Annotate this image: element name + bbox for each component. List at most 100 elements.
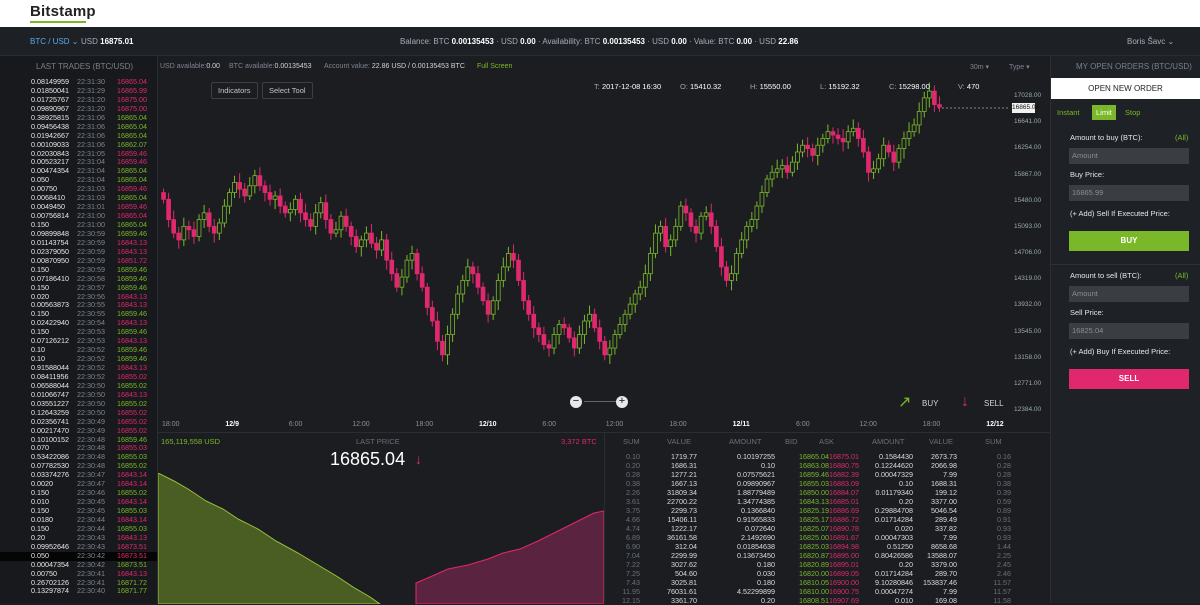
candle: [237, 173, 242, 199]
pair-selector[interactable]: BTC / USD ⌄: [30, 37, 79, 46]
candlestick-chart[interactable]: [158, 56, 1050, 432]
bitstamp-logo[interactable]: Bitstamp: [30, 3, 96, 20]
zoom-out-button[interactable]: −: [570, 396, 582, 408]
trade-price: 16843.14: [117, 497, 147, 507]
trade-amount: 0.050: [31, 550, 49, 560]
indicators-button[interactable]: Indicators: [211, 82, 258, 99]
sell-price-input[interactable]: 16825.04: [1069, 323, 1189, 339]
candle: [658, 220, 663, 242]
y-tick-label: 14319.00: [1014, 275, 1042, 283]
orderbook-cell: 16820.87: [799, 551, 829, 560]
orderbook-cell: 0.20: [899, 560, 913, 569]
trade-amount: 0.08149959: [31, 77, 69, 86]
orderbook-row[interactable]: 7.22 3027.62 0.180 16820.89 16895.01 0.20 3379…: [605, 560, 1051, 569]
orderbook-row[interactable]: 7.43 3025.81 0.180 16810.05 16900.00 9.102808…: [605, 578, 1051, 587]
trade-price: 16862.07: [117, 139, 147, 149]
trade-price: 16855.02: [117, 380, 147, 390]
trade-row: 0.150 22:30:55 16859.46: [0, 309, 157, 319]
trade-amount: 0.10: [31, 354, 45, 364]
buy-price-input[interactable]: 16865.99: [1069, 185, 1189, 201]
candle: [252, 169, 258, 194]
orderbook-row[interactable]: 0.10 1719.77 0.10197255 16865.04 16875.01 0.1…: [605, 452, 1051, 461]
orderbook-row[interactable]: 11.95 76031.61 4.52299899 16810.00 16900.75 0…: [605, 587, 1051, 596]
orderbook-row[interactable]: 6.89 36161.58 2.1492690 16825.00 16891.67 0.0…: [605, 533, 1051, 542]
orderbook-row[interactable]: 3.61 22700.22 1.34774385 16843.13 16885.01 0.…: [605, 497, 1051, 506]
candle: [916, 102, 922, 134]
tab-stop[interactable]: Stop: [1125, 108, 1141, 117]
trade-time: 22:31:30: [77, 77, 105, 86]
orderbook-cell: 0.030: [757, 569, 775, 578]
x-tick-label: 12:00: [859, 421, 877, 428]
orderbook-row[interactable]: 2.26 31809.34 1.88779489 16850.00 16884.07 0.…: [605, 488, 1051, 497]
orderbook-cell: 3377.00: [931, 497, 957, 506]
orderbook-cell: 1667.13: [671, 479, 697, 488]
candle: [571, 331, 577, 357]
trade-time: 22:30:59: [77, 237, 105, 247]
divider: [1051, 264, 1200, 265]
zoom-slider[interactable]: [584, 401, 620, 402]
candle: [333, 221, 339, 238]
trade-time: 22:31:00: [77, 220, 105, 229]
orderbook-header-value: VALUE: [929, 437, 954, 446]
select-tool-button[interactable]: Select Tool: [262, 82, 313, 99]
orderbook-row[interactable]: 7.25 504.60 0.030 16820.00 16899.05 0.0171428…: [605, 569, 1051, 578]
orderbook-row[interactable]: 3.75 2299.73 0.1366840 16825.19 16886.69 0.29…: [605, 506, 1051, 515]
buy-button[interactable]: BUY: [1069, 231, 1189, 251]
fullscreen-link[interactable]: Full Screen: [477, 63, 513, 70]
orderbook-row[interactable]: 7.04 2299.99 0.13673450 16820.87 16895.00 0.8…: [605, 551, 1051, 560]
candle: [480, 282, 486, 306]
interval-select[interactable]: 30m ▾: [970, 64, 990, 71]
chart-sell-label[interactable]: SELL: [984, 399, 1004, 408]
balance-label: Balance: BTC: [400, 37, 450, 46]
orderbook-row[interactable]: 0.38 1667.13 0.09890967 16855.03 16883.09 0.1…: [605, 479, 1051, 488]
trade-amount: 0.07126212: [31, 336, 69, 346]
sell-amount-input[interactable]: Amount: [1069, 286, 1189, 302]
orderbook-cell: 0.59: [997, 497, 1011, 506]
zoom-in-button[interactable]: +: [616, 396, 628, 408]
trade-row: 0.00474354 22:31:04 16865.04: [0, 166, 157, 176]
sell-button[interactable]: SELL: [1069, 369, 1189, 389]
orderbook-cell: 16810.00: [799, 587, 829, 596]
price-chart[interactable]: USD available:0.00 BTC available:0.00135…: [158, 56, 1050, 432]
candle: [551, 327, 557, 355]
candle: [663, 218, 668, 253]
buy-amount-input[interactable]: Amount: [1069, 148, 1189, 164]
orderbook-row[interactable]: 0.28 1277.21 0.07575621 16859.46 16882.39 0.0…: [605, 470, 1051, 479]
orderbook-row[interactable]: 4.66 15406.11 0.91565833 16825.17 16886.72 0.…: [605, 515, 1051, 524]
orderbook-row[interactable]: 0.20 1686.31 0.10 16863.08 16880.75 0.1224462…: [605, 461, 1051, 470]
trade-price: 16859.46: [117, 273, 147, 283]
orderbook-cell: 16863.08: [799, 461, 829, 470]
sell-all-link[interactable]: (All): [1175, 271, 1189, 280]
sell-if-executed-link[interactable]: (+ Add) Sell If Executed Price:: [1070, 209, 1170, 218]
account-value: Account value: 22.86 USD / 0.00135453 BT…: [324, 63, 465, 70]
orderbook-cell: 11.57: [993, 578, 1011, 587]
orderbook-row[interactable]: 6.90 312.04 0.01854638 16825.03 16894.98 0.51…: [605, 542, 1051, 551]
bid-depth-area: [158, 473, 381, 604]
user-menu[interactable]: Boris Šavc ⌄: [1127, 37, 1175, 46]
orderbook-cell: 312.04: [675, 542, 697, 551]
buy-if-executed-link[interactable]: (+ Add) Buy If Executed Price:: [1070, 347, 1171, 356]
candle: [871, 160, 876, 180]
orderbook-row[interactable]: 4.74 1222.17 0.072640 16825.07 16890.78 0.020…: [605, 524, 1051, 533]
chart-type-select[interactable]: Type ▾: [1009, 64, 1030, 71]
open-new-order-tab[interactable]: OPEN NEW ORDER: [1051, 78, 1200, 99]
buy-all-link[interactable]: (All): [1175, 133, 1189, 142]
tab-instant[interactable]: Instant: [1057, 108, 1080, 117]
orderbook-cell: 0.01854638: [737, 542, 775, 551]
chart-buy-label[interactable]: BUY: [922, 399, 939, 408]
trade-row: 0.02030843 22:31:05 16859.46: [0, 149, 157, 159]
trade-time: 22:30:46: [77, 488, 105, 498]
trade-row: 0.0180 22:30:44 16843.14: [0, 515, 157, 525]
candle: [323, 194, 329, 229]
x-tick-label: 6:00: [796, 421, 810, 428]
orderbook-cell: 7.99: [943, 587, 957, 596]
trade-price: 16859.46: [117, 345, 147, 355]
tab-limit[interactable]: Limit: [1092, 105, 1116, 120]
trade-price: 16855.02: [117, 461, 147, 471]
trade-row: 0.020 22:30:56 16843.13: [0, 292, 157, 302]
candle: [222, 199, 227, 228]
y-tick-label: 15867.00: [1014, 170, 1042, 178]
orderbook-row[interactable]: 12.15 3361.70 0.20 16808.51 16907.69 0.010 169…: [605, 596, 1051, 605]
trade-time: 22:30:50: [77, 407, 105, 417]
candle: [587, 305, 592, 328]
